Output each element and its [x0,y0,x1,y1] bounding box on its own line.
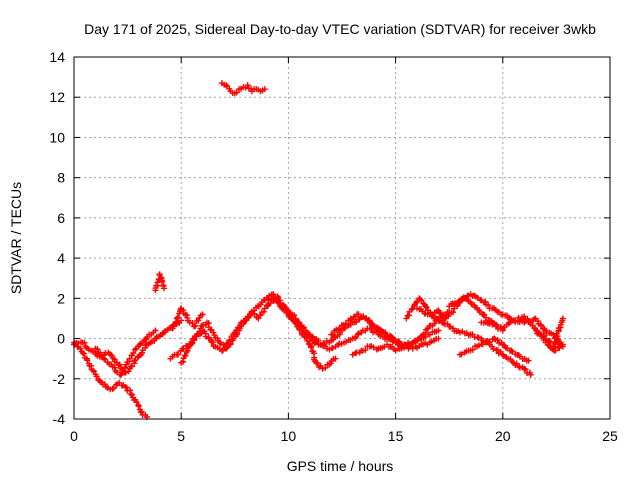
y-tick-label: 14 [49,49,65,65]
x-tick-label: 25 [602,428,618,444]
y-tick-label: 12 [49,89,65,105]
y-tick-label: -2 [53,371,66,387]
y-tick-label: 4 [57,250,65,266]
y-tick-label: -4 [53,411,66,427]
y-tick-label: 10 [49,129,65,145]
x-tick-label: 10 [281,428,297,444]
chart-title: Day 171 of 2025, Sidereal Day-to-day VTE… [84,21,596,37]
sdtvar-chart: Day 171 of 2025, Sidereal Day-to-day VTE… [0,0,640,480]
x-axis-label: GPS time / hours [287,458,394,474]
chart-background [0,0,640,480]
x-tick-label: 5 [177,428,185,444]
y-axis-label: SDTVAR / TECUs [8,182,24,294]
y-tick-label: 2 [57,290,65,306]
y-tick-label: 0 [57,331,65,347]
y-tick-label: 6 [57,210,65,226]
x-tick-label: 15 [388,428,404,444]
x-tick-label: 20 [495,428,511,444]
y-tick-label: 8 [57,170,65,186]
x-tick-label: 0 [70,428,78,444]
